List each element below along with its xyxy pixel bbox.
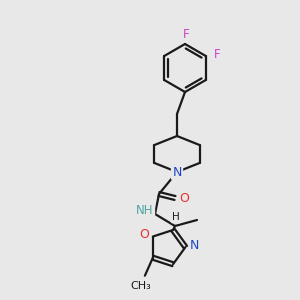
Text: F: F — [183, 28, 189, 40]
Text: O: O — [179, 191, 189, 205]
Text: NH: NH — [136, 203, 154, 217]
Text: N: N — [190, 238, 199, 252]
Text: N: N — [172, 166, 182, 178]
Text: F: F — [214, 47, 220, 61]
Text: CH₃: CH₃ — [130, 281, 151, 291]
Text: O: O — [139, 228, 149, 241]
Text: H: H — [172, 212, 180, 222]
